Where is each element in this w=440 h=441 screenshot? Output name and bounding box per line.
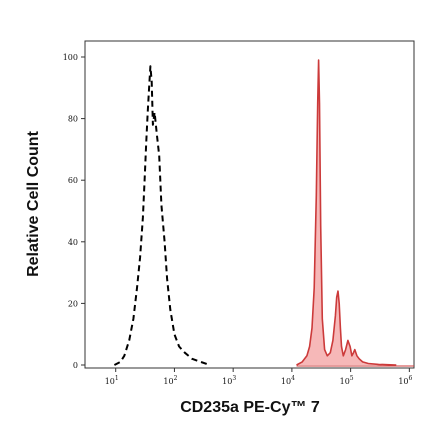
x-tick-label: 104 [281,375,295,386]
y-tick-label: 100 [63,53,78,62]
y-tick-label: 0 [73,361,78,370]
x-tick-label: 102 [163,375,177,386]
plot-frame [84,40,415,369]
y-tick-label: 40 [68,238,78,247]
x-tick-label: 105 [340,375,354,386]
control-histogram-dashed [113,65,211,366]
x-tick-label: 103 [222,375,236,386]
x-axis-ticks: 101 102 103 104 105 106 [105,368,413,386]
x-tick-label: 106 [398,375,412,386]
stained-histogram-outline [296,59,397,366]
y-axis-ticks: 0 20 40 60 80 100 [63,53,85,370]
x-axis-label: CD235a PE-Cy™ 7 [180,399,320,416]
y-axis-label: Relative Cell Count [25,130,42,276]
series-layer [113,59,414,367]
x-tick-label: 101 [105,375,119,386]
y-tick-label: 60 [68,176,78,185]
y-tick-label: 80 [68,115,78,124]
y-tick-label: 20 [68,299,78,308]
